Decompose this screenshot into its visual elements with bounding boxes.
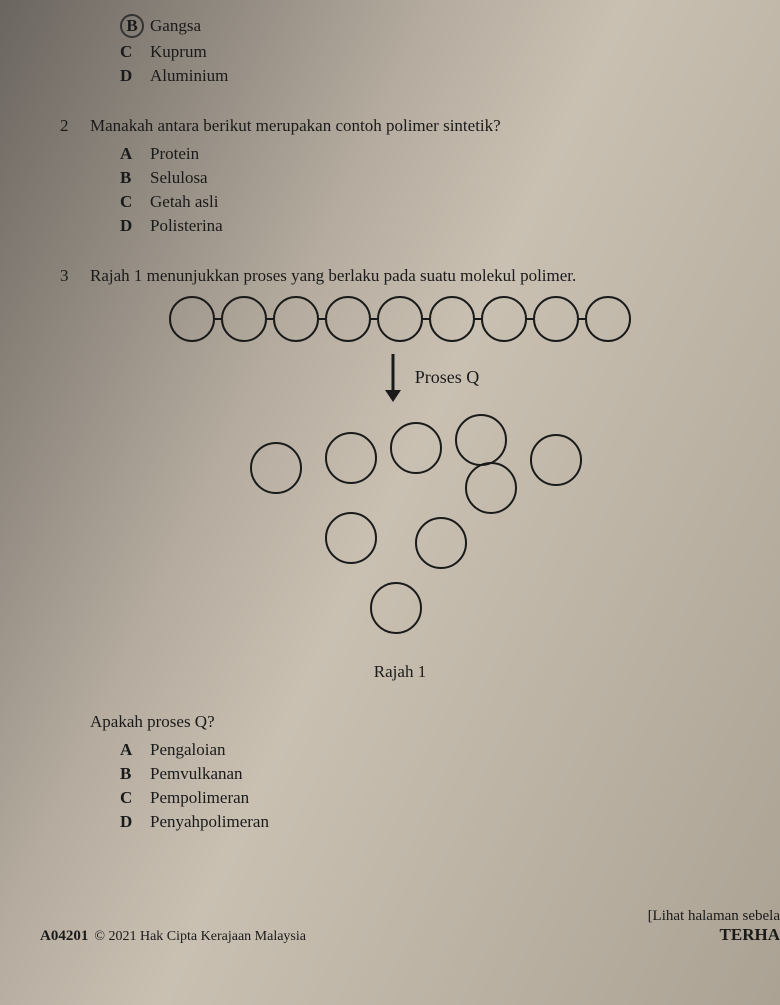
page-hint: [Lihat halaman sebela (648, 908, 780, 925)
option-text: Pengaloian (150, 740, 226, 760)
free-monomer (325, 432, 377, 484)
option-text: Protein (150, 144, 199, 164)
chain-monomer (221, 296, 267, 342)
option-row: D Aluminium (120, 66, 740, 86)
option-row: D Polisterina (120, 216, 740, 236)
exam-code: A04201 (40, 928, 88, 945)
option-text: Penyahpolimeran (150, 812, 269, 832)
free-monomer (390, 422, 442, 474)
free-monomer (370, 582, 422, 634)
diagram-rajah-1: Proses Q Rajah 1 (60, 296, 740, 682)
option-letter-b: B (120, 168, 150, 188)
option-text: Gangsa (150, 16, 201, 36)
monomer-scatter (190, 422, 610, 642)
process-label: Proses Q (415, 367, 480, 388)
process-arrow-row: Proses Q (60, 352, 740, 402)
option-letter-a: A (120, 740, 150, 760)
question-number: 2 (60, 116, 90, 136)
option-letter-d: D (120, 216, 150, 236)
option-letter-a: A (120, 144, 150, 164)
option-letter-c: C (120, 788, 150, 808)
chain-monomer (377, 296, 423, 342)
option-text: Kuprum (150, 42, 207, 62)
copyright-text: © 2021 Hak Cipta Kerajaan Malaysia (94, 929, 306, 945)
chain-monomer (481, 296, 527, 342)
option-row: C Getah asli (120, 192, 740, 212)
question-1-partial: B Gangsa C Kuprum D Aluminium (60, 14, 740, 86)
option-row: A Pengaloian (120, 740, 740, 760)
chain-monomer (429, 296, 475, 342)
question-3: 3 Rajah 1 menunjukkan proses yang berlak… (60, 266, 740, 832)
chain-monomer (169, 296, 215, 342)
option-text: Pempolimeran (150, 788, 249, 808)
option-text: Getah asli (150, 192, 218, 212)
option-letter-b: B (120, 14, 144, 38)
free-monomer (325, 512, 377, 564)
page-footer: A04201 © 2021 Hak Cipta Kerajaan Malaysi… (40, 908, 780, 945)
question-number: 3 (60, 266, 90, 286)
free-monomer (250, 442, 302, 494)
option-text: Pemvulkanan (150, 764, 243, 784)
option-row: C Kuprum (120, 42, 740, 62)
option-text: Aluminium (150, 66, 228, 86)
question-header: 2 Manakah antara berikut merupakan conto… (60, 116, 740, 136)
chain-monomer (585, 296, 631, 342)
down-arrow-icon (381, 352, 405, 402)
diagram-caption: Rajah 1 (60, 662, 740, 682)
question-text: Rajah 1 menunjukkan proses yang berlaku … (90, 266, 740, 286)
option-row: A Protein (120, 144, 740, 164)
chain-monomer (325, 296, 371, 342)
free-monomer (415, 517, 467, 569)
option-letter-c: C (120, 42, 150, 62)
option-letter-b: B (120, 764, 150, 784)
option-letter-c: C (120, 192, 150, 212)
option-row: C Pempolimeran (120, 788, 740, 808)
option-row: B Gangsa (120, 14, 740, 38)
sub-question-text: Apakah proses Q? (90, 712, 740, 732)
footer-left: A04201 © 2021 Hak Cipta Kerajaan Malaysi… (40, 928, 306, 945)
chain-monomer (273, 296, 319, 342)
option-text: Polisterina (150, 216, 223, 236)
chain-monomer (533, 296, 579, 342)
free-monomer (455, 414, 507, 466)
option-row: B Pemvulkanan (120, 764, 740, 784)
option-row: B Selulosa (120, 168, 740, 188)
question-2: 2 Manakah antara berikut merupakan conto… (60, 116, 740, 236)
option-letter-d: D (120, 66, 150, 86)
option-row: D Penyahpolimeran (120, 812, 740, 832)
restricted-label: TERHA (648, 925, 780, 945)
question-text: Manakah antara berikut merupakan contoh … (90, 116, 740, 136)
free-monomer (530, 434, 582, 486)
option-text: Selulosa (150, 168, 208, 188)
footer-right: [Lihat halaman sebela TERHA (648, 908, 780, 945)
option-letter-d: D (120, 812, 150, 832)
free-monomer (465, 462, 517, 514)
question-header: 3 Rajah 1 menunjukkan proses yang berlak… (60, 266, 740, 286)
polymer-chain (60, 296, 740, 342)
